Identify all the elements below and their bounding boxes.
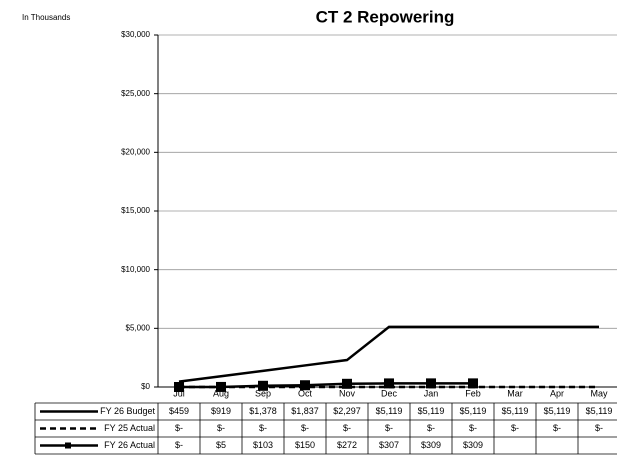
x-tick-label: May [590,388,608,398]
marker [384,378,394,389]
legend-label: FY 25 Actual [104,423,155,433]
y-tick-label: $25,000 [121,89,150,98]
legend-label: FY 26 Budget [100,406,155,416]
data-label: $919 [211,406,231,416]
data-label: $459 [169,406,189,416]
data-label: $5,119 [544,406,571,416]
marker [468,378,478,389]
data-label: $- [595,423,603,433]
x-tick-label: Dec [381,388,398,398]
y-tick-label: $15,000 [121,206,150,215]
data-label: $- [343,423,351,433]
marker [426,378,436,389]
data-label: $5 [216,440,226,450]
data-label: $5,119 [502,406,529,416]
data-label: $272 [337,440,357,450]
marker [216,381,226,392]
x-tick-label: Aug [213,388,229,398]
marker [342,378,352,389]
y-tick-label: $30,000 [121,30,150,39]
marker [174,382,184,392]
legend-label: FY 26 Actual [104,440,155,450]
x-tick-label: Jul [173,388,185,398]
data-label: $- [217,423,225,433]
y-tick-label: $20,000 [121,147,150,156]
data-label: $1,378 [249,406,277,416]
data-label: $5,119 [418,406,445,416]
data-label: $- [511,423,519,433]
data-label: $309 [421,440,441,450]
data-label: $103 [253,440,273,450]
data-label: $5,119 [376,406,403,416]
series-line [178,382,473,389]
data-label: $- [427,423,435,433]
data-label: $150 [295,440,315,450]
data-label: $- [301,423,309,433]
data-label: $5,119 [460,406,487,416]
data-label: $- [553,423,561,433]
x-tick-label: Oct [298,388,313,398]
y-tick-label: $10,000 [121,265,150,274]
data-label: $2,297 [333,406,361,416]
data-label: $5,119 [586,406,613,416]
data-label: $- [259,423,267,433]
data-label: $1,837 [291,406,319,416]
marker [258,380,268,391]
marker [300,380,310,391]
x-tick-label: Nov [339,388,356,398]
data-label: $- [175,423,183,433]
chart-subtitle: In Thousands [22,13,70,22]
x-tick-label: Apr [550,388,564,398]
data-label: $309 [463,440,483,450]
x-tick-label: Mar [507,388,523,398]
x-tick-label: Feb [465,388,481,398]
x-tick-label: Jan [424,388,439,398]
series-line [178,325,599,383]
data-label: $307 [379,440,399,450]
data-label: $- [175,440,183,450]
data-label: $- [469,423,477,433]
y-tick-label: $5,000 [126,323,151,332]
data-label: $- [385,423,393,433]
chart-title: CT 2 Repowering [316,7,455,26]
x-tick-label: Sep [255,388,271,398]
y-tick-label: $0 [141,382,150,391]
legend-marker [65,442,71,449]
